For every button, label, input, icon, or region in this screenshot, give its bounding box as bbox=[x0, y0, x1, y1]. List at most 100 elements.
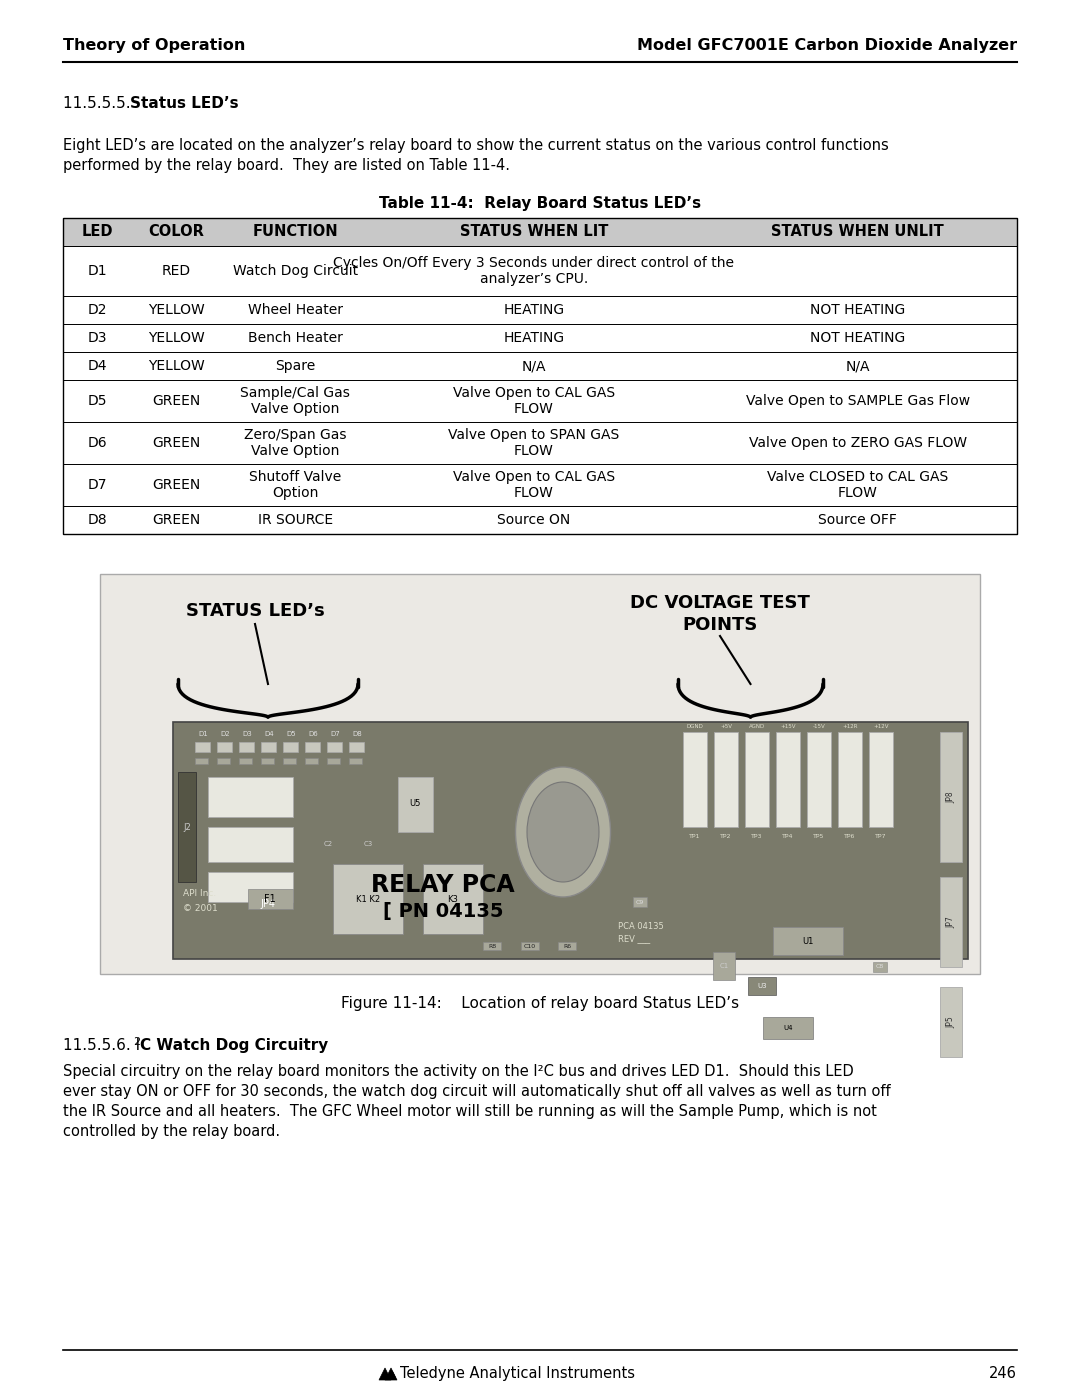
Bar bbox=[239, 742, 254, 752]
Bar bbox=[63, 324, 1017, 352]
Text: K3: K3 bbox=[447, 894, 458, 904]
Text: HEATING: HEATING bbox=[503, 331, 565, 345]
Bar bbox=[940, 732, 962, 862]
Text: FUNCTION: FUNCTION bbox=[253, 225, 338, 239]
Bar bbox=[178, 773, 195, 882]
Text: D7: D7 bbox=[330, 731, 340, 738]
Text: D3: D3 bbox=[242, 731, 252, 738]
Text: U1: U1 bbox=[802, 936, 813, 946]
Text: JP4: JP4 bbox=[260, 900, 275, 909]
Text: 246: 246 bbox=[989, 1366, 1017, 1382]
Polygon shape bbox=[379, 1368, 391, 1380]
Text: REV ___: REV ___ bbox=[618, 935, 650, 943]
Bar bbox=[683, 732, 707, 827]
Bar bbox=[208, 872, 293, 902]
Text: D7: D7 bbox=[87, 478, 107, 492]
Text: D2: D2 bbox=[220, 731, 230, 738]
Text: Source ON: Source ON bbox=[497, 513, 570, 527]
Text: U4: U4 bbox=[783, 1025, 793, 1031]
Bar bbox=[63, 246, 1017, 296]
Text: +15V: +15V bbox=[780, 724, 796, 729]
Text: controlled by the relay board.: controlled by the relay board. bbox=[63, 1125, 280, 1139]
Text: © 2001: © 2001 bbox=[183, 904, 218, 914]
Text: C2: C2 bbox=[323, 841, 333, 847]
Text: Zero/Span Gas: Zero/Span Gas bbox=[244, 429, 347, 443]
Bar bbox=[261, 759, 274, 764]
Text: D5: D5 bbox=[286, 731, 296, 738]
Text: D3: D3 bbox=[87, 331, 107, 345]
Text: FLOW: FLOW bbox=[514, 486, 554, 500]
Text: D4: D4 bbox=[265, 731, 274, 738]
Text: Valve Open to ZERO GAS FLOW: Valve Open to ZERO GAS FLOW bbox=[748, 436, 967, 450]
Polygon shape bbox=[384, 1368, 397, 1380]
Text: K1 K2: K1 K2 bbox=[356, 894, 380, 904]
Text: 11.5.5.5.: 11.5.5.5. bbox=[63, 96, 135, 110]
Bar bbox=[63, 422, 1017, 464]
Text: JP8: JP8 bbox=[946, 791, 956, 803]
Bar bbox=[521, 942, 539, 950]
Text: Watch Dog Circuit: Watch Dog Circuit bbox=[232, 264, 357, 278]
Bar bbox=[773, 928, 843, 956]
Text: AGND: AGND bbox=[748, 724, 765, 729]
Text: API Inc.: API Inc. bbox=[183, 888, 216, 898]
Text: U5: U5 bbox=[409, 799, 421, 809]
Text: RELAY PCA: RELAY PCA bbox=[372, 873, 515, 897]
Text: NOT HEATING: NOT HEATING bbox=[810, 331, 905, 345]
Bar bbox=[399, 777, 433, 833]
Text: R8: R8 bbox=[488, 943, 496, 949]
Text: LED: LED bbox=[82, 225, 113, 239]
Text: U3: U3 bbox=[757, 983, 767, 989]
Bar bbox=[208, 777, 293, 817]
Text: D4: D4 bbox=[87, 359, 107, 373]
Text: the IR Source and all heaters.  The GFC Wheel motor will still be running as wil: the IR Source and all heaters. The GFC W… bbox=[63, 1104, 877, 1119]
Text: D6: D6 bbox=[308, 731, 318, 738]
Text: STATUS WHEN LIT: STATUS WHEN LIT bbox=[460, 225, 608, 239]
Text: D8: D8 bbox=[352, 731, 362, 738]
Text: TP6: TP6 bbox=[845, 834, 855, 840]
Text: COLOR: COLOR bbox=[149, 225, 204, 239]
Text: GREEN: GREEN bbox=[152, 394, 201, 408]
Bar bbox=[208, 827, 293, 862]
Bar bbox=[63, 464, 1017, 506]
Bar bbox=[327, 759, 340, 764]
Text: R6: R6 bbox=[563, 943, 571, 949]
Bar bbox=[633, 897, 647, 907]
Bar bbox=[333, 863, 403, 935]
Text: D5: D5 bbox=[87, 394, 107, 408]
Text: C7: C7 bbox=[532, 809, 543, 819]
Bar bbox=[63, 218, 1017, 534]
Bar bbox=[349, 759, 362, 764]
Bar bbox=[305, 742, 320, 752]
Text: Sample/Cal Gas: Sample/Cal Gas bbox=[241, 386, 350, 401]
Text: Theory of Operation: Theory of Operation bbox=[63, 38, 245, 53]
Bar bbox=[283, 742, 298, 752]
Text: Teledyne Analytical Instruments: Teledyne Analytical Instruments bbox=[400, 1366, 635, 1382]
Bar bbox=[940, 877, 962, 967]
Text: N/A: N/A bbox=[522, 359, 546, 373]
Text: J2: J2 bbox=[184, 823, 191, 831]
Bar bbox=[777, 732, 800, 827]
Text: TP7: TP7 bbox=[875, 834, 887, 840]
Text: TP1: TP1 bbox=[689, 834, 701, 840]
Text: Valve Open to CAL GAS: Valve Open to CAL GAS bbox=[453, 471, 615, 485]
Ellipse shape bbox=[515, 767, 610, 897]
Text: YELLOW: YELLOW bbox=[148, 331, 205, 345]
Text: performed by the relay board.  They are listed on Table 11-4.: performed by the relay board. They are l… bbox=[63, 158, 510, 173]
Text: C10: C10 bbox=[524, 943, 536, 949]
Bar bbox=[762, 1017, 813, 1039]
Text: D1: D1 bbox=[198, 731, 207, 738]
Text: ever stay ON or OFF for 30 seconds, the watch dog circuit will automatically shu: ever stay ON or OFF for 30 seconds, the … bbox=[63, 1084, 891, 1099]
Text: Table 11-4:  Relay Board Status LED’s: Table 11-4: Relay Board Status LED’s bbox=[379, 196, 701, 211]
Text: JP7: JP7 bbox=[946, 916, 956, 928]
Bar bbox=[940, 988, 962, 1058]
Text: D2: D2 bbox=[87, 303, 107, 317]
Text: 2: 2 bbox=[133, 1037, 140, 1046]
Text: Eight LED’s are located on the analyzer’s relay board to show the current status: Eight LED’s are located on the analyzer’… bbox=[63, 138, 889, 154]
Bar bbox=[63, 218, 1017, 246]
Text: DC VOLTAGE TEST
POINTS: DC VOLTAGE TEST POINTS bbox=[630, 594, 810, 634]
Text: Bench Heater: Bench Heater bbox=[248, 331, 342, 345]
Text: F1: F1 bbox=[265, 894, 275, 904]
Text: FLOW: FLOW bbox=[514, 444, 554, 458]
Text: TP2: TP2 bbox=[720, 834, 732, 840]
Text: HEATING: HEATING bbox=[503, 303, 565, 317]
